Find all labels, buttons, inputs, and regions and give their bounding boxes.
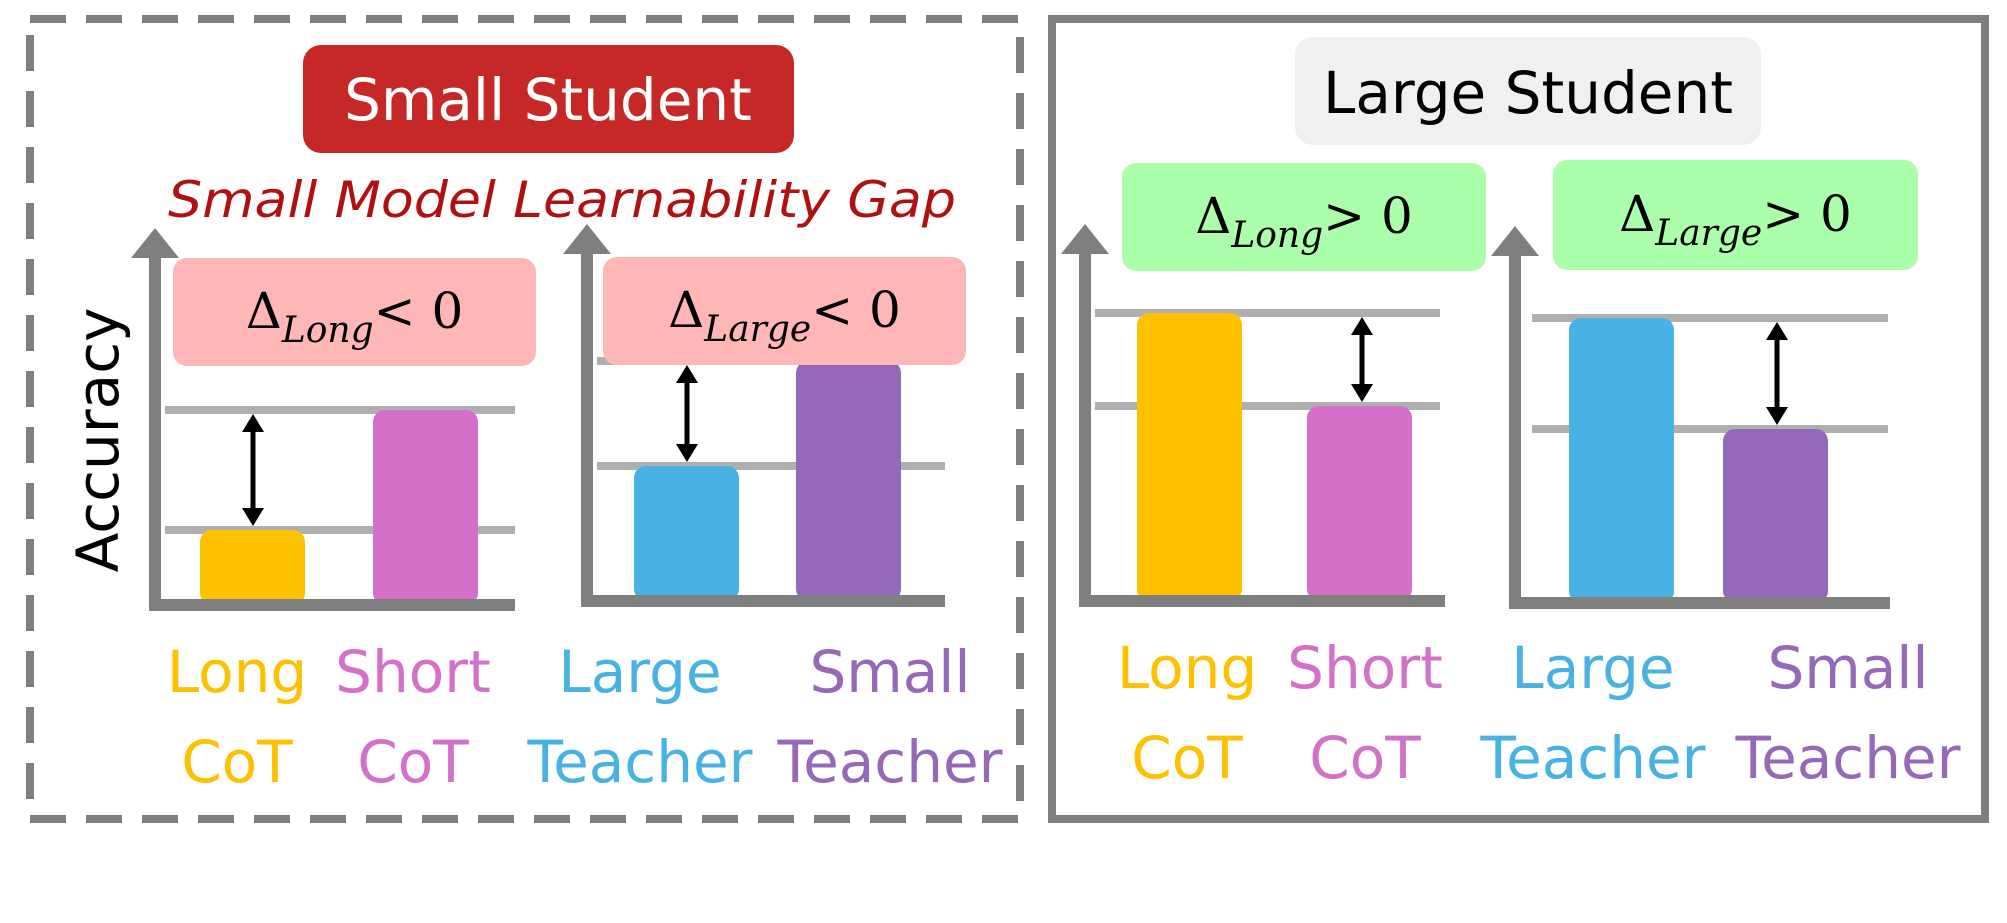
gap-arrow-head-up xyxy=(676,365,698,383)
category-label-line1: Large xyxy=(558,638,721,706)
gap-arrow-head-up xyxy=(242,414,264,432)
y-axis-arrowhead xyxy=(1061,224,1109,254)
large-student-title-box xyxy=(1295,37,1761,145)
category-label-line2: Teacher xyxy=(1480,724,1706,792)
category-label-line1: Short xyxy=(335,638,491,706)
delta-box xyxy=(603,257,966,365)
delta-symbol: Δ xyxy=(1195,187,1231,245)
small-student-title: Small Student xyxy=(344,66,752,134)
bar-short-cot xyxy=(373,410,478,605)
large-student-panel-border xyxy=(1048,15,1989,823)
category-label-line2: CoT xyxy=(1309,724,1421,792)
delta-box xyxy=(173,258,536,366)
delta-subscript: Long xyxy=(1230,215,1323,256)
category-label-line2: Teacher xyxy=(527,728,753,796)
delta-subscript: Large xyxy=(703,309,811,350)
bar-small-teacher xyxy=(796,361,901,601)
bar-long-cot xyxy=(1137,313,1242,601)
delta-expression: ΔLarge< 0 xyxy=(668,281,901,350)
gap-arrow-head-up xyxy=(1351,317,1373,335)
gap-arrow-head-down xyxy=(242,508,264,526)
bar-long-cot xyxy=(200,530,305,605)
category-label-line1: Small xyxy=(809,638,970,706)
bar-large-teacher xyxy=(1569,318,1674,603)
gap-arrow-head-down xyxy=(676,444,698,462)
category-label-line1: Long xyxy=(1117,634,1257,702)
bar-large-teacher xyxy=(634,466,739,601)
category-label-line2: Teacher xyxy=(777,728,1003,796)
y-axis-arrowhead xyxy=(563,224,611,254)
delta-box xyxy=(1553,160,1918,270)
delta-relation: > 0 xyxy=(1762,185,1852,243)
delta-symbol: Δ xyxy=(1619,185,1655,243)
category-label-line1: Large xyxy=(1511,634,1674,702)
delta-box xyxy=(1122,163,1486,271)
small-student-title-box xyxy=(303,45,794,153)
delta-expression: ΔLong> 0 xyxy=(1195,187,1413,256)
delta-subscript: Large xyxy=(1654,213,1762,254)
delta-relation: < 0 xyxy=(811,281,901,339)
category-label-line2: CoT xyxy=(357,728,469,796)
bar-small-teacher xyxy=(1723,429,1828,603)
small-model-gap-subtitle: Small Model Learnability Gap xyxy=(168,171,956,229)
delta-expression: ΔLong< 0 xyxy=(246,282,464,351)
delta-expression: ΔLarge> 0 xyxy=(1619,185,1852,254)
y-axis-arrowhead xyxy=(131,228,179,258)
delta-subscript: Long xyxy=(281,310,374,351)
delta-relation: < 0 xyxy=(374,282,464,340)
category-label-line1: Long xyxy=(167,638,307,706)
category-label-line2: CoT xyxy=(181,728,293,796)
gap-arrow-head-down xyxy=(1351,384,1373,402)
delta-symbol: Δ xyxy=(668,281,704,339)
category-label-line2: CoT xyxy=(1131,724,1243,792)
delta-relation: > 0 xyxy=(1323,187,1413,245)
category-label-line1: Short xyxy=(1287,634,1443,702)
y-axis-arrowhead xyxy=(1491,226,1539,256)
large-student-title: Large Student xyxy=(1323,59,1733,127)
bar-short-cot xyxy=(1307,406,1412,601)
gap-arrow-head-up xyxy=(1766,322,1788,340)
delta-symbol: Δ xyxy=(246,282,282,340)
y-axis-label-accuracy: Accuracy xyxy=(64,308,132,573)
category-label-line2: Teacher xyxy=(1735,724,1961,792)
category-label-line1: Small xyxy=(1767,634,1928,702)
gap-arrow-head-down xyxy=(1766,407,1788,425)
